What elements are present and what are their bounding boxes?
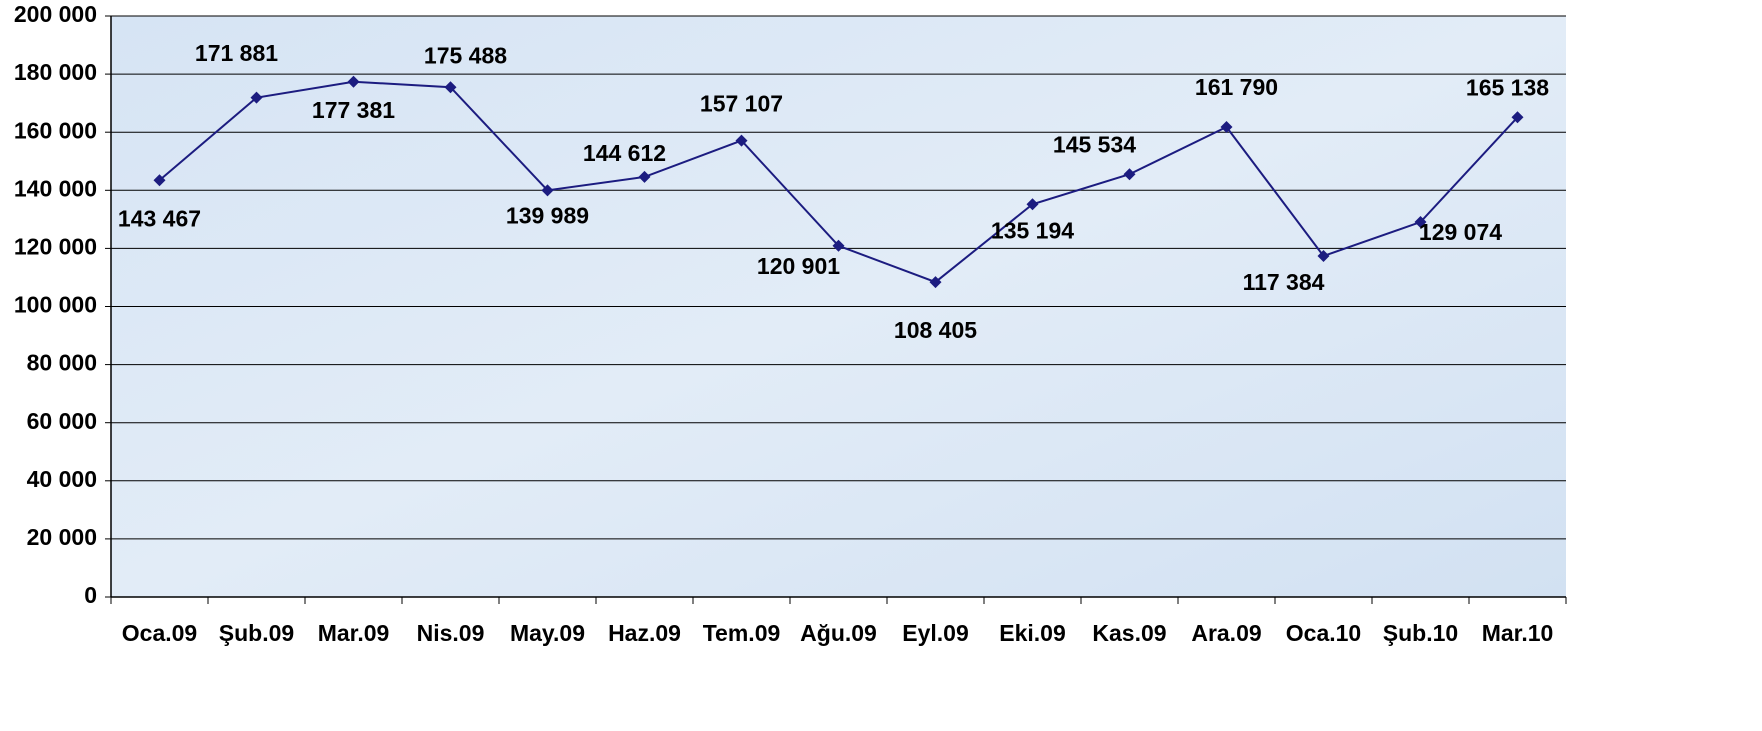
y-tick-label: 120 000 xyxy=(14,233,97,259)
data-label: 157 107 xyxy=(700,91,783,117)
data-label: 117 384 xyxy=(1243,269,1325,295)
y-tick-label: 160 000 xyxy=(14,117,97,143)
y-tick-label: 20 000 xyxy=(27,524,97,550)
data-label: 177 381 xyxy=(312,97,395,123)
marker xyxy=(444,81,457,94)
marker xyxy=(1026,198,1039,211)
marker xyxy=(1414,216,1427,229)
y-tick-label: 0 xyxy=(84,582,97,608)
y-tick-label: 100 000 xyxy=(14,292,97,318)
data-label: 129 074 xyxy=(1419,219,1502,245)
x-tick-label: Ağu.09 xyxy=(800,620,877,646)
x-tick-label: Tem.09 xyxy=(703,620,781,646)
marker xyxy=(541,184,554,197)
data-label: 108 405 xyxy=(894,317,977,343)
data-label: 143 467 xyxy=(118,205,201,231)
marker xyxy=(1123,168,1136,181)
marker xyxy=(153,174,166,187)
data-label: 144 612 xyxy=(583,140,666,166)
x-tick-label: May.09 xyxy=(510,620,585,646)
x-tick-label: Kas.09 xyxy=(1092,620,1166,646)
marker xyxy=(1511,111,1524,124)
data-label: 139 989 xyxy=(506,202,589,228)
y-tick-label: 140 000 xyxy=(14,175,97,201)
data-label: 135 194 xyxy=(991,217,1074,243)
x-tick-label: Haz.09 xyxy=(608,620,681,646)
y-tick-label: 40 000 xyxy=(27,466,97,492)
x-tick-label: Eki.09 xyxy=(999,620,1066,646)
x-tick-label: Oca.09 xyxy=(122,620,197,646)
data-label: 120 901 xyxy=(757,253,840,279)
y-tick-label: 180 000 xyxy=(14,59,97,85)
marker xyxy=(1317,249,1330,262)
data-label: 171 881 xyxy=(195,40,278,66)
y-tick-label: 200 000 xyxy=(14,1,97,27)
marker xyxy=(929,276,942,289)
x-tick-label: Mar.09 xyxy=(318,620,390,646)
data-label: 165 138 xyxy=(1466,74,1549,100)
marker xyxy=(250,91,263,104)
marker xyxy=(735,134,748,147)
x-tick-label: Eyl.09 xyxy=(902,620,969,646)
y-tick-label: 80 000 xyxy=(27,350,97,376)
x-tick-label: Şub.09 xyxy=(219,620,294,646)
marker xyxy=(347,75,360,88)
marker xyxy=(1220,121,1233,134)
x-tick-label: Oca.10 xyxy=(1286,620,1361,646)
x-tick-label: Nis.09 xyxy=(417,620,485,646)
marker xyxy=(832,239,845,252)
x-tick-label: Şub.10 xyxy=(1383,620,1458,646)
marker xyxy=(638,170,651,183)
data-label: 175 488 xyxy=(424,42,507,68)
data-label: 161 790 xyxy=(1195,74,1278,100)
x-tick-label: Ara.09 xyxy=(1191,620,1261,646)
y-tick-label: 60 000 xyxy=(27,408,97,434)
x-tick-label: Mar.10 xyxy=(1482,620,1554,646)
data-label: 145 534 xyxy=(1053,131,1136,157)
